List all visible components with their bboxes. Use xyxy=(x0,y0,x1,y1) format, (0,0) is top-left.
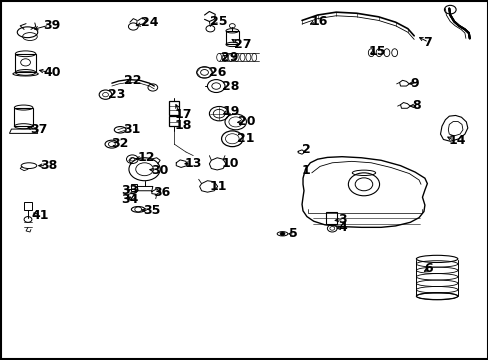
Text: 5: 5 xyxy=(288,227,297,240)
Bar xyxy=(14,108,33,126)
Text: 33: 33 xyxy=(122,184,139,197)
Text: 6: 6 xyxy=(423,262,432,275)
Text: 3: 3 xyxy=(337,213,346,226)
Text: 39: 39 xyxy=(43,19,61,32)
Text: 41: 41 xyxy=(31,210,49,222)
Text: 28: 28 xyxy=(221,80,239,93)
Bar xyxy=(169,116,179,126)
Text: 9: 9 xyxy=(409,77,418,90)
Text: 27: 27 xyxy=(233,38,251,51)
Bar xyxy=(15,54,36,72)
Bar xyxy=(225,31,238,44)
Bar xyxy=(24,202,32,211)
Text: 38: 38 xyxy=(41,159,58,172)
Text: 22: 22 xyxy=(123,74,141,87)
Text: 32: 32 xyxy=(111,137,128,150)
Text: 21: 21 xyxy=(237,132,254,145)
Text: 30: 30 xyxy=(151,164,168,177)
Text: 29: 29 xyxy=(221,51,238,64)
Text: 8: 8 xyxy=(411,99,420,112)
Text: 17: 17 xyxy=(174,108,191,121)
Bar xyxy=(131,184,137,192)
Text: 10: 10 xyxy=(221,157,238,170)
Text: 12: 12 xyxy=(137,151,154,164)
Circle shape xyxy=(280,232,285,235)
Text: 7: 7 xyxy=(422,36,431,49)
Text: 2: 2 xyxy=(302,143,310,156)
Text: 24: 24 xyxy=(141,17,158,30)
Text: 26: 26 xyxy=(209,66,226,79)
Text: 23: 23 xyxy=(108,88,125,101)
Text: 14: 14 xyxy=(447,134,465,147)
Text: 40: 40 xyxy=(43,66,61,79)
Text: 31: 31 xyxy=(123,123,141,136)
Text: 11: 11 xyxy=(209,180,226,193)
Bar xyxy=(326,212,336,224)
Text: 35: 35 xyxy=(143,204,160,217)
Text: 4: 4 xyxy=(337,221,346,234)
Text: 34: 34 xyxy=(122,193,139,206)
Text: 37: 37 xyxy=(30,123,47,136)
Text: 36: 36 xyxy=(153,186,170,199)
Text: 25: 25 xyxy=(210,15,227,28)
Text: 16: 16 xyxy=(310,15,327,28)
Text: 19: 19 xyxy=(222,105,239,118)
Bar xyxy=(169,101,179,115)
Text: 1: 1 xyxy=(301,164,309,177)
Text: 15: 15 xyxy=(367,45,385,58)
Text: 13: 13 xyxy=(184,157,202,170)
Text: 18: 18 xyxy=(174,119,191,132)
Text: 20: 20 xyxy=(237,116,255,129)
